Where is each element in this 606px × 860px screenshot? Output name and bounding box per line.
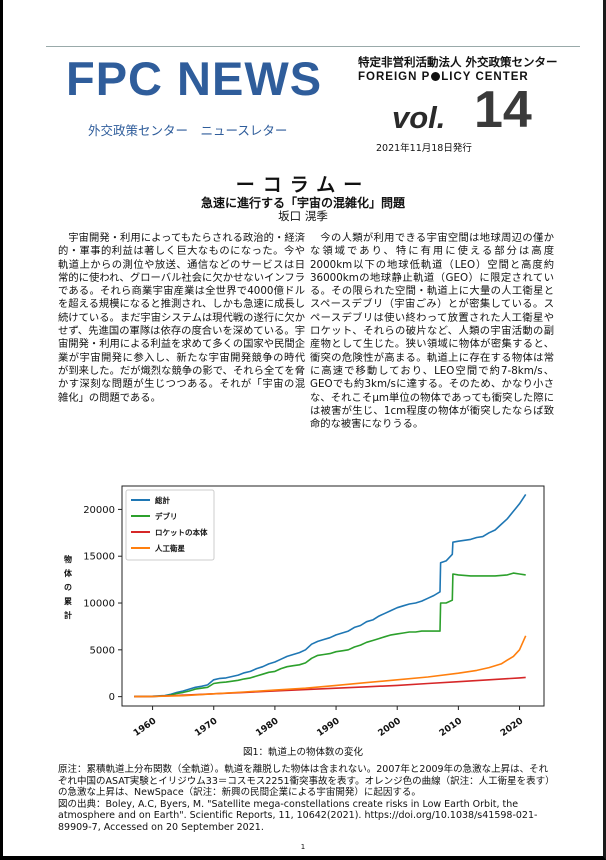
figure-notes: 原注：累積軌道上分布関数（全軌道）。軌道を離脱した物体は含まれない。2007年と… (58, 764, 554, 834)
x-tick-label: 1970 (193, 716, 219, 739)
masthead-rule (46, 46, 580, 47)
y-tick-label: 10000 (83, 599, 115, 610)
x-tick-label: 1960 (132, 716, 158, 739)
x-tick-label: 1990 (316, 716, 342, 739)
chart-svg: 0 5000 10000 15000 20000 1960 1970 1980 1990 2000… (64, 485, 545, 739)
legend-entry: ロケットの本体 (155, 527, 208, 537)
legend-entry: 総計 (155, 495, 170, 505)
organization-name-ja: 特定非営利活動法人 外交政策センター (358, 55, 558, 69)
series-line (134, 635, 527, 698)
figure-source: 図の出典：Boley, A.C, Byers, M. "Satellite me… (58, 798, 538, 833)
legend-entry: デブリ (155, 511, 178, 521)
volume-label: vol. (392, 100, 446, 135)
x-tick-label: 2000 (377, 716, 403, 739)
y-tick-label: 20000 (83, 505, 115, 516)
figure-caption: 図1：軌道上の物体数の変化 (242, 747, 364, 758)
x-tick-label: 2020 (499, 716, 525, 739)
y-tick-label: 15000 (83, 552, 115, 563)
legend-box (125, 489, 215, 561)
article-column-right: 今の人類が利用できる宇宙空間は地球周辺の僅かな領域であり、特に有用に使える部分は… (310, 232, 554, 431)
article-column-left: 宇宙開発・利用によってもたらされる政治的・経済的・軍事的利益は著しく巨大なものに… (58, 232, 305, 405)
y-axis-label: 物体の累計 (64, 554, 73, 620)
newsletter-brand: FPC NEWS (66, 52, 323, 105)
series-line (134, 572, 526, 698)
globe-icon (431, 72, 441, 81)
x-tick-label: 2010 (438, 716, 464, 739)
article-author: 坂口 滉季 (278, 209, 328, 223)
article-paragraph: 宇宙開発・利用によってもたらされる政治的・経済的・軍事的利益は著しく巨大なものに… (58, 232, 305, 404)
volume-number: 14 (474, 81, 532, 139)
article-headline: 急速に進行する「宇宙の混雑化」問題 (200, 196, 405, 210)
legend-entry: 人工衛星 (155, 543, 185, 553)
column-label: ーコラムー (235, 174, 371, 196)
newsletter-subtitle: 外交政策センター ニュースレター (88, 123, 288, 138)
figure-note: 原注：累積軌道上分布関数（全軌道）。軌道を離脱した物体は含まれない。2007年と… (58, 764, 550, 799)
figure-chart: 0 5000 10000 15000 20000 1960 1970 1980 1990 2000… (54, 480, 554, 744)
series-line (134, 493, 527, 698)
y-tick-label: 0 (109, 692, 115, 703)
series-line (134, 676, 526, 698)
y-tick-label: 5000 (90, 645, 115, 656)
article-paragraph: 今の人類が利用できる宇宙空間は地球周辺の僅かな領域であり、特に有用に使える部分は… (310, 232, 554, 431)
organization-name-en: FOREIGN P LICY CENTER (358, 71, 529, 83)
issue-date: 2021年11月18日発行 (376, 143, 472, 154)
page-number: 1 (300, 843, 306, 851)
x-tick-label: 1980 (254, 716, 280, 739)
org-en-part-2: LICY CENTER (441, 71, 529, 83)
plot-area-frame (121, 485, 545, 707)
org-en-part-1: FOREIGN P (358, 71, 431, 83)
